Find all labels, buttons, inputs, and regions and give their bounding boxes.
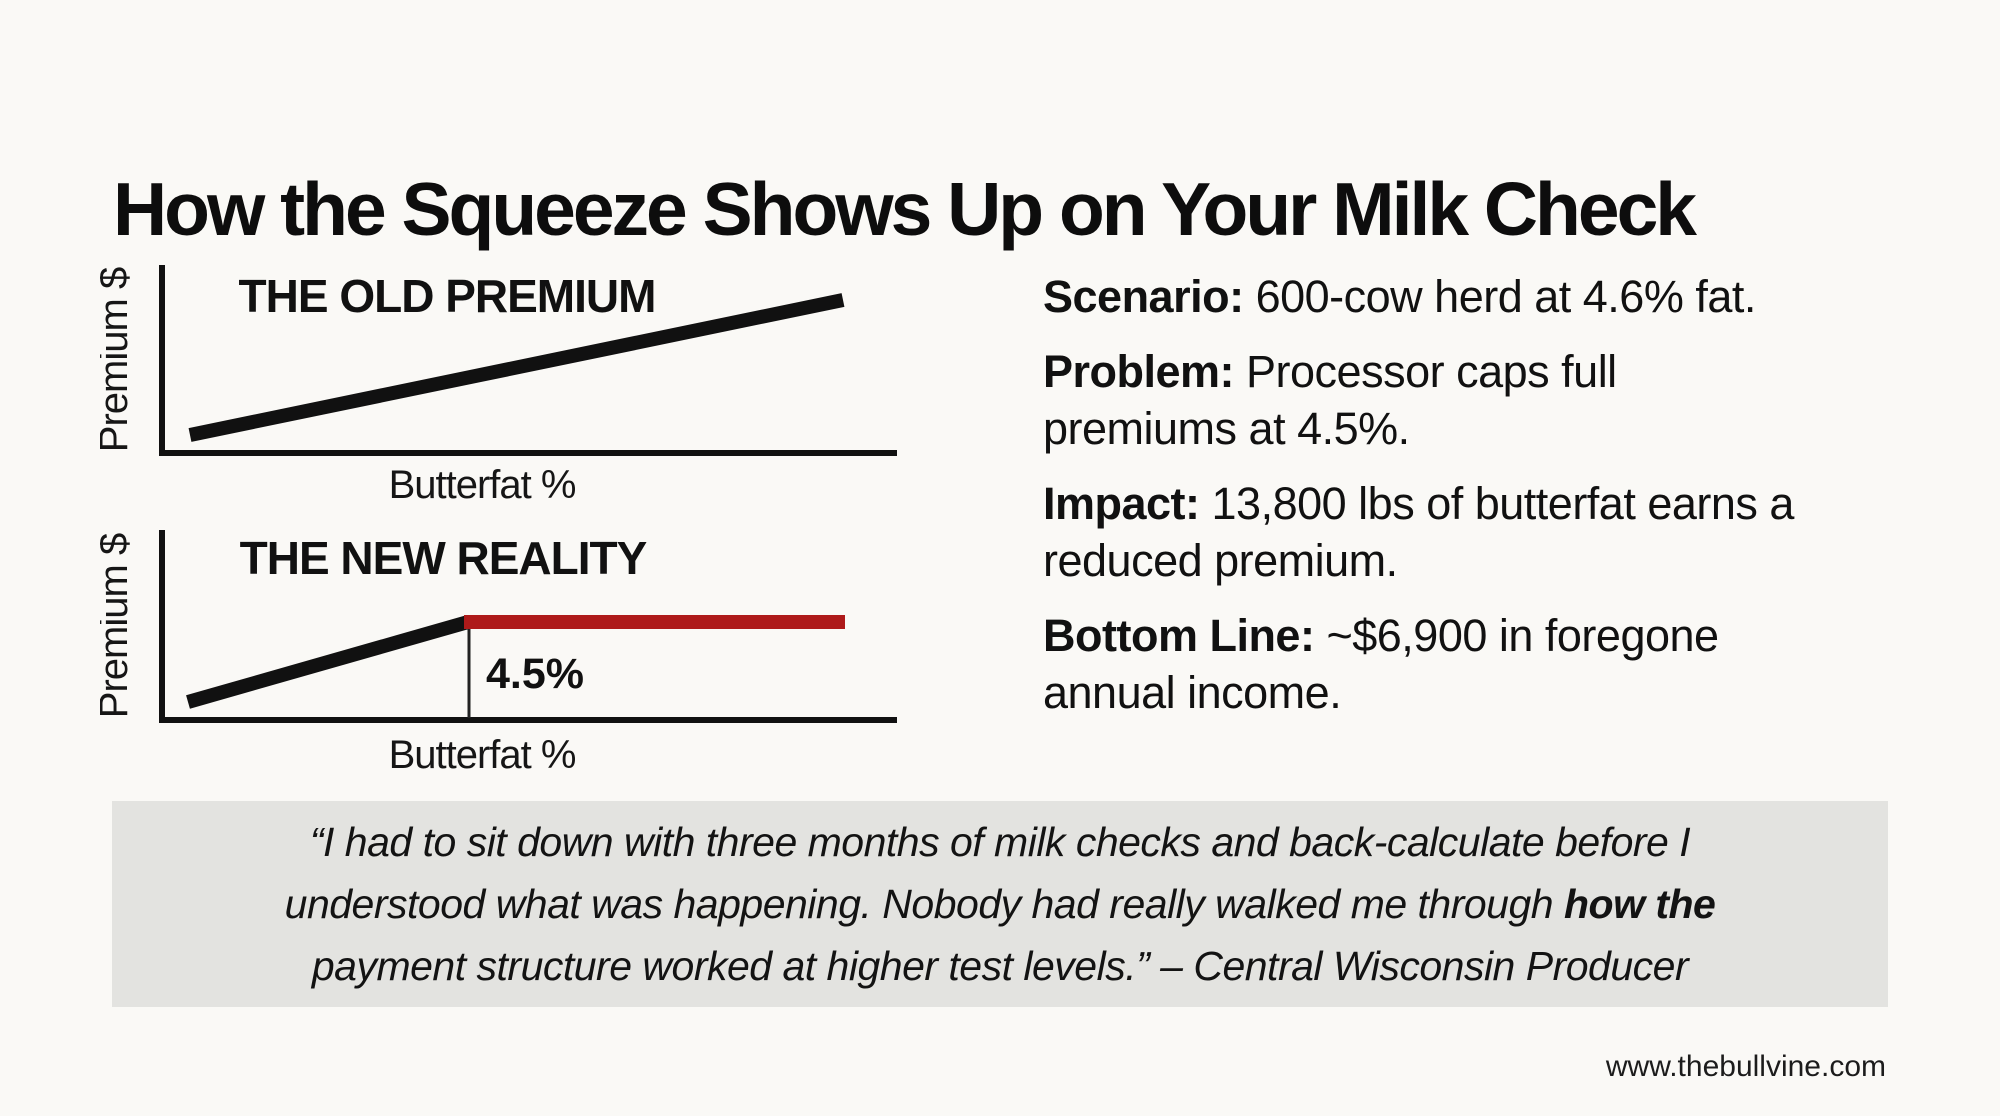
chart-new-reality: THE NEW REALITY 4.5% Premium $ Butterfat…: [100, 518, 920, 800]
old-premium-line: [188, 293, 845, 442]
fact-impact: Impact: 13,800 lbs of butterfat earns a …: [1043, 475, 1923, 589]
chart-old-premium: THE OLD PREMIUM Premium $ Butterfat %: [100, 250, 920, 515]
fact-problem: Problem: Processor caps full premiums at…: [1043, 343, 1923, 457]
cap-value-label: 4.5%: [486, 650, 584, 698]
y-axis-label: Premium $: [100, 267, 136, 452]
chart-new-reality-plot: THE NEW REALITY 4.5% Premium $ Butterfat…: [100, 530, 897, 777]
fact-bottom-line-text: ~$6,900 in foregone annual income.: [1043, 610, 1719, 718]
fact-problem-label: Problem:: [1043, 346, 1235, 397]
fact-impact-label: Impact:: [1043, 478, 1200, 529]
chart-old-premium-title: THE OLD PREMIUM: [239, 270, 656, 322]
x-axis-label: Butterfat %: [389, 463, 576, 507]
x-axis-label: Butterfat %: [389, 733, 576, 777]
website-url: www.thebullvine.com: [1605, 1050, 1886, 1083]
fact-scenario: Scenario: 600-cow herd at 4.6% fat.: [1043, 268, 1923, 325]
rising-premium-line: [186, 615, 470, 709]
quote-bold-phrase: how the: [1563, 881, 1716, 927]
producer-quote-box: “I had to sit down with three months of …: [112, 801, 1888, 1007]
facts-column: Scenario: 600-cow herd at 4.6% fat. Prob…: [1043, 268, 1923, 739]
page-title: How the Squeeze Shows Up on Your Milk Ch…: [113, 167, 1697, 252]
producer-quote: “I had to sit down with three months of …: [249, 811, 1752, 997]
fact-bottom-line: Bottom Line: ~$6,900 in foregone annual …: [1043, 607, 1923, 721]
y-axis-label: Premium $: [100, 533, 136, 718]
quote-part2: payment structure worked at higher test …: [311, 943, 1689, 989]
chart-new-reality-title: THE NEW REALITY: [240, 532, 647, 584]
fact-scenario-text: 600-cow herd at 4.6% fat.: [1243, 271, 1757, 322]
fact-bottom-line-label: Bottom Line:: [1043, 610, 1315, 661]
fact-impact-text: 13,800 lbs of butterfat earns a reduced …: [1043, 478, 1794, 586]
chart-old-premium-plot: THE OLD PREMIUM Premium $ Butterfat %: [100, 265, 897, 507]
fact-problem-text: Processor caps full premiums at 4.5%.: [1043, 346, 1617, 454]
fact-scenario-label: Scenario:: [1043, 271, 1244, 322]
quote-part1: “I had to sit down with three months of …: [284, 819, 1691, 927]
